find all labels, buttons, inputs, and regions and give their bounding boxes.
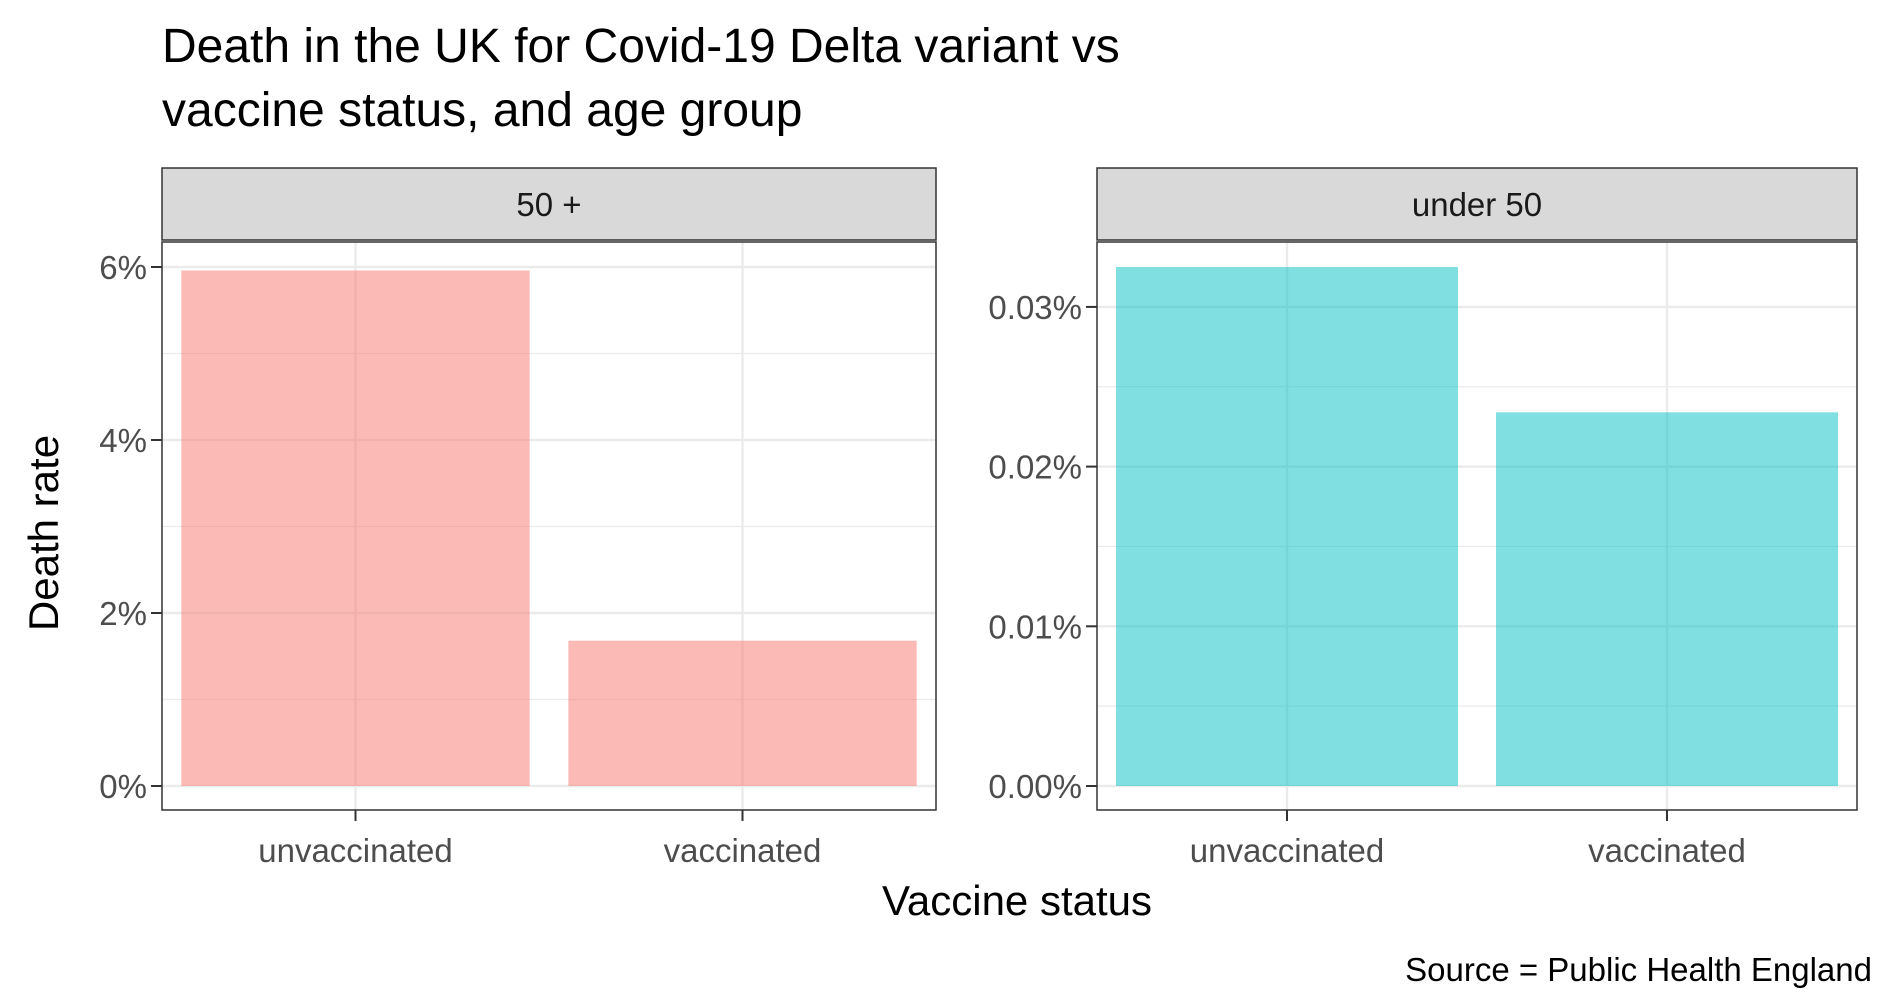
- panel-0: 50 + 0% 2% 4% 6% unvaccinated vaccinated: [99, 167, 937, 869]
- x-axis-title: Vaccine status: [882, 877, 1152, 924]
- panel-1: under 50 0.00% 0.01% 0.02% 0.03% unvaccinated…: [988, 167, 1858, 869]
- y-tick-label: 0%: [99, 768, 147, 805]
- bar-vaccinated: [1496, 412, 1838, 786]
- facet-strip: [161, 167, 937, 241]
- bar-unvaccinated: [1116, 267, 1458, 786]
- chart-title-line-1: Death in the UK for Covid-19 Delta varia…: [162, 20, 1120, 73]
- x-tick-label: unvaccinated: [1190, 832, 1384, 869]
- bar-unvaccinated: [181, 270, 530, 787]
- panel-border: [1096, 241, 1858, 811]
- facet-label: under 50: [1412, 186, 1542, 223]
- y-tick-label: 6%: [99, 249, 147, 286]
- y-axis-title: Death rate: [20, 435, 67, 631]
- y-tick-label: 0.00%: [988, 768, 1082, 805]
- panel-border: [161, 241, 937, 811]
- chart-title-line-2: vaccine status, and age group: [162, 84, 802, 137]
- bar-vaccinated: [568, 640, 917, 786]
- y-tick-label: 4%: [99, 422, 147, 459]
- facet-label: 50 +: [516, 186, 581, 223]
- facet-strip: [1096, 167, 1858, 241]
- x-tick-label: vaccinated: [664, 832, 822, 869]
- y-tick-label: 0.02%: [988, 449, 1082, 486]
- y-tick-label: 2%: [99, 595, 147, 632]
- chart-caption: Source = Public Health England: [1405, 951, 1872, 988]
- x-tick-label: unvaccinated: [258, 832, 452, 869]
- y-tick-label: 0.01%: [988, 608, 1082, 645]
- facet-panels: 50 +0%2%4%6%unvaccinated vaccinatedunder …: [99, 167, 1858, 869]
- x-tick-label: vaccinated: [1588, 832, 1746, 869]
- y-tick-label: 0.03%: [988, 289, 1082, 326]
